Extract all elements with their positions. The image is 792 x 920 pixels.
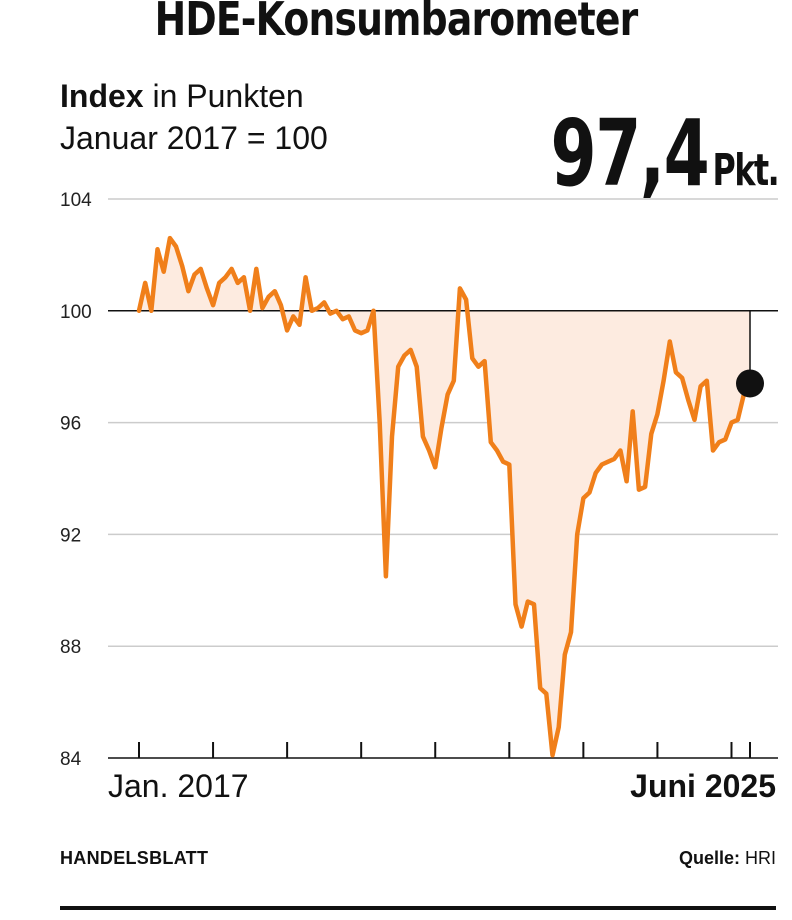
y-tick-label: 100: [60, 302, 92, 323]
last-value-marker: [736, 369, 764, 398]
y-tick-label: 92: [60, 525, 81, 546]
chart-title: HDE-Konsumbarometer: [154, 0, 639, 46]
y-tick-label: 104: [60, 190, 92, 211]
y-tick-label: 88: [60, 637, 81, 658]
chart-subtitle-base: Januar 2017 = 100: [60, 120, 328, 156]
current-value-display: 97,4Pkt.: [550, 100, 779, 207]
bottom-rule: [60, 906, 776, 910]
y-tick-label: 84: [60, 749, 82, 770]
series-line: [136, 235, 753, 758]
source-label-value: HRI: [740, 848, 776, 868]
source-label: Quelle: HRI: [679, 848, 776, 869]
current-value-unit: Pkt.: [712, 145, 779, 196]
publisher-label: HANDELSBLATT: [60, 848, 209, 868]
source-label-key: Quelle:: [678, 848, 740, 868]
area-fill: [139, 238, 750, 756]
y-tick-label: 96: [60, 414, 81, 435]
subtitle-bold: Index: [60, 78, 144, 114]
subtitle-rest: in Punkten: [143, 78, 304, 114]
current-value: 97,4: [550, 100, 709, 207]
x-axis-end-label: Juni 2025: [630, 768, 776, 804]
x-axis-start-label: Jan. 2017: [108, 768, 249, 804]
chart-subtitle: Index in Punkten: [60, 78, 304, 115]
